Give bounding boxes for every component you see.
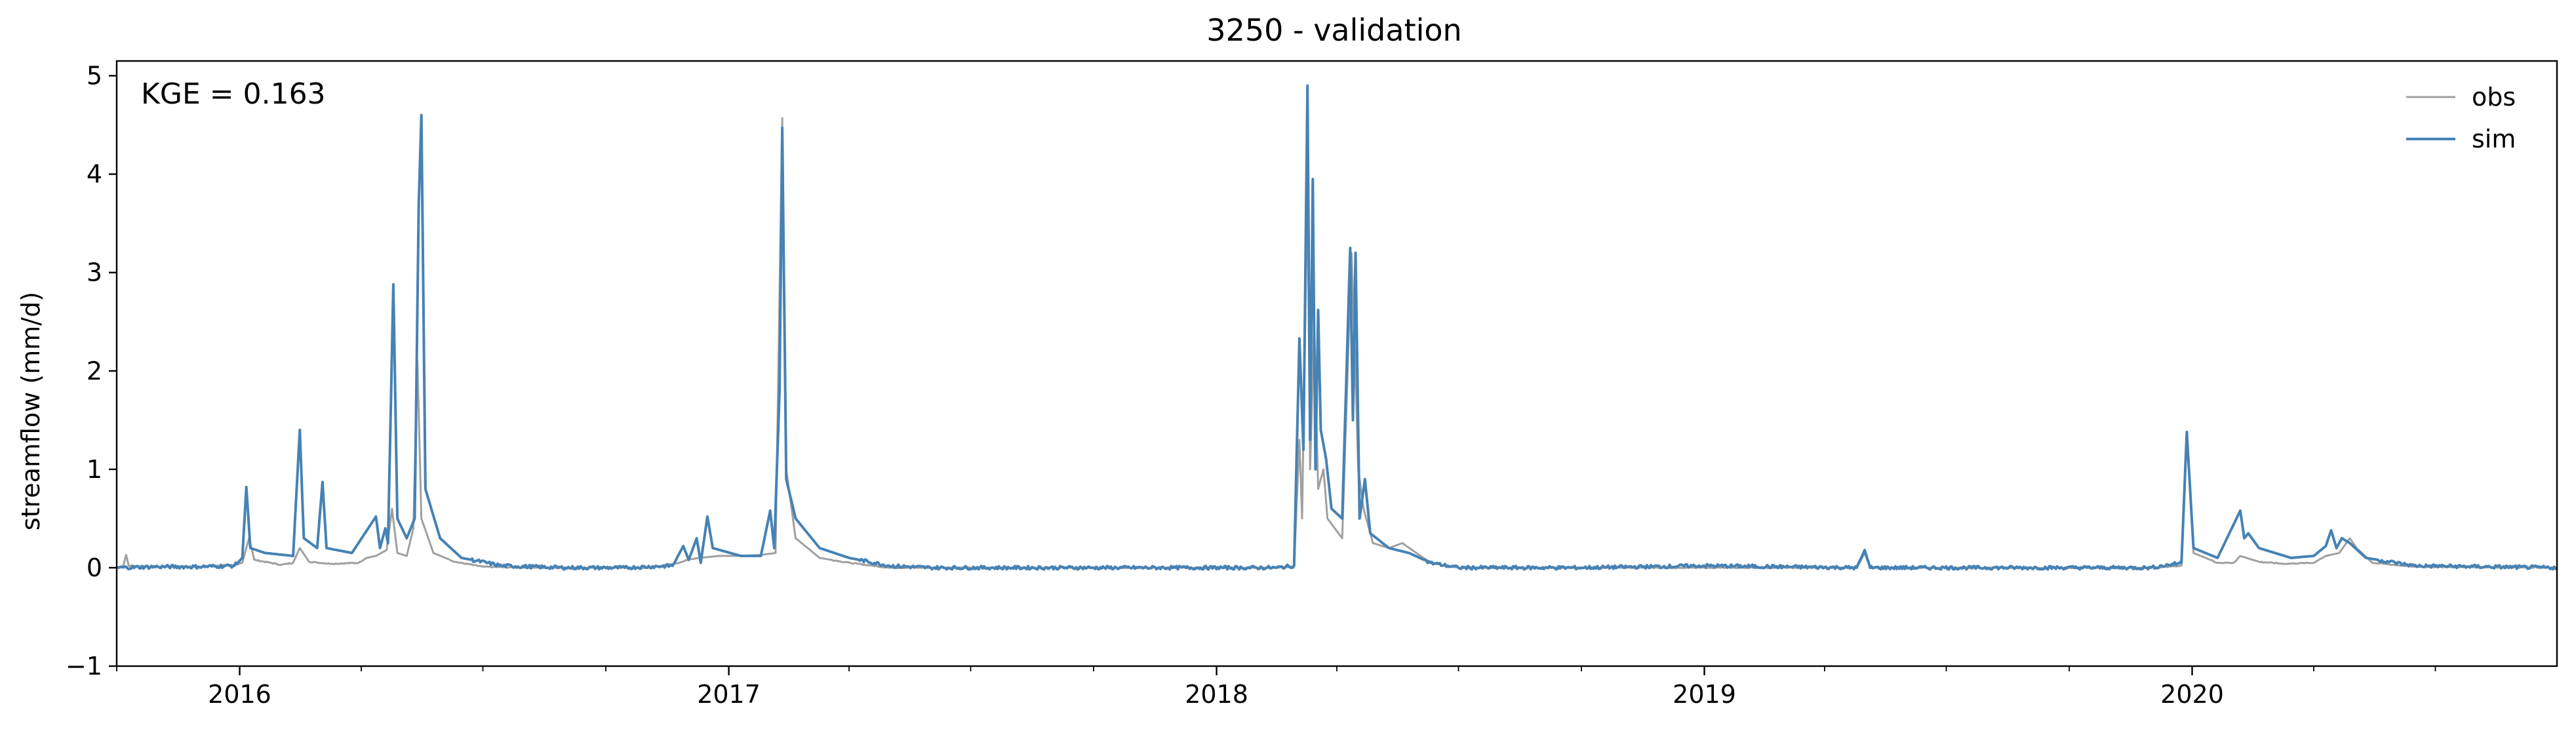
y-tick-label: −1: [66, 652, 102, 681]
x-tick-label: 2019: [1673, 680, 1736, 709]
y-tick-label: 3: [87, 258, 102, 287]
legend: obs sim: [2406, 83, 2516, 153]
legend-label-obs: obs: [2472, 83, 2516, 111]
legend-label-sim: sim: [2472, 125, 2516, 153]
kge-annotation: KGE = 0.163: [141, 77, 326, 111]
x-tick-label: 2020: [2160, 680, 2224, 709]
x-axis-ticks: 2016 2017 2018 2019 2020: [116, 666, 2436, 709]
x-tick-label: 2016: [208, 680, 271, 709]
y-tick-label: 5: [87, 62, 102, 90]
series-line-sim: [116, 84, 2558, 571]
x-tick-label: 2017: [697, 680, 761, 709]
series-layer: [116, 84, 2558, 571]
y-axis-ticks: −1 0 1 2 3 4 5: [66, 62, 117, 681]
x-tick-label: 2018: [1185, 680, 1248, 709]
y-tick-label: 2: [87, 357, 102, 386]
y-tick-label: 0: [87, 553, 102, 582]
y-axis-label: streamflow (mm/d): [16, 292, 45, 530]
y-tick-label: 4: [87, 160, 102, 189]
chart-title: 3250 - validation: [1206, 12, 1461, 48]
y-tick-label: 1: [87, 455, 102, 484]
